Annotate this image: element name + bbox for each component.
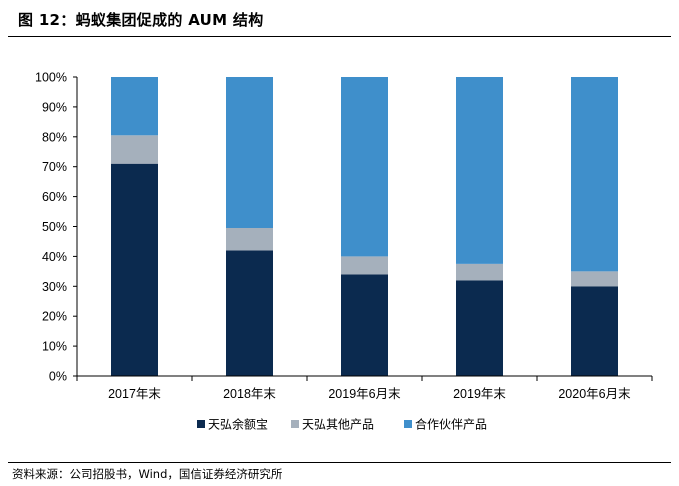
legend-label: 天弘其他产品 bbox=[302, 418, 374, 432]
y-tick-label: 50% bbox=[42, 220, 67, 234]
figure-title: 图 12：蚂蚁集团促成的 AUM 结构 bbox=[18, 11, 264, 29]
title-rule bbox=[8, 36, 671, 37]
y-tick-label: 40% bbox=[42, 250, 67, 264]
source-note: 资料来源：公司招股书，Wind，国信证券经济研究所 bbox=[12, 467, 283, 481]
source-rule bbox=[8, 462, 671, 463]
bar-segment bbox=[456, 263, 503, 281]
x-tick-label: 2017年末 bbox=[108, 387, 161, 401]
y-tick-label: 20% bbox=[42, 310, 67, 324]
y-tick-label: 30% bbox=[42, 280, 67, 294]
y-tick-label: 70% bbox=[42, 160, 67, 174]
bar-segment bbox=[571, 77, 618, 272]
x-tick-label: 2018年末 bbox=[223, 387, 276, 401]
legend-label: 合作伙伴产品 bbox=[415, 417, 487, 432]
y-tick-label: 60% bbox=[42, 190, 67, 204]
x-tick-label: 2019年末 bbox=[453, 387, 506, 401]
bar-segment bbox=[226, 227, 273, 251]
y-tick-label: 0% bbox=[49, 370, 67, 384]
bar-segment bbox=[571, 286, 618, 376]
y-tick-label: 10% bbox=[42, 340, 67, 354]
legend-label: 天弘余额宝 bbox=[208, 417, 268, 432]
bar-segment bbox=[111, 77, 158, 136]
bar-segment bbox=[226, 77, 273, 228]
y-tick-label: 90% bbox=[42, 100, 67, 114]
bar-segment bbox=[341, 77, 388, 257]
bar-segment bbox=[571, 271, 618, 287]
x-tick-label: 2019年6月末 bbox=[328, 387, 401, 401]
legend-swatch bbox=[404, 420, 412, 428]
bar-segment bbox=[341, 256, 388, 275]
bar-segment bbox=[111, 135, 158, 164]
legend-swatch bbox=[197, 420, 205, 428]
x-tick-label: 2020年6月末 bbox=[558, 387, 631, 401]
y-tick-label: 100% bbox=[35, 71, 67, 85]
bar-segment bbox=[341, 274, 388, 376]
bar-segment bbox=[111, 163, 158, 376]
legend-swatch bbox=[291, 420, 299, 428]
y-tick-label: 80% bbox=[42, 130, 67, 144]
bar-segment bbox=[456, 77, 503, 264]
bar-segment bbox=[456, 280, 503, 376]
bar-segment bbox=[226, 250, 273, 376]
